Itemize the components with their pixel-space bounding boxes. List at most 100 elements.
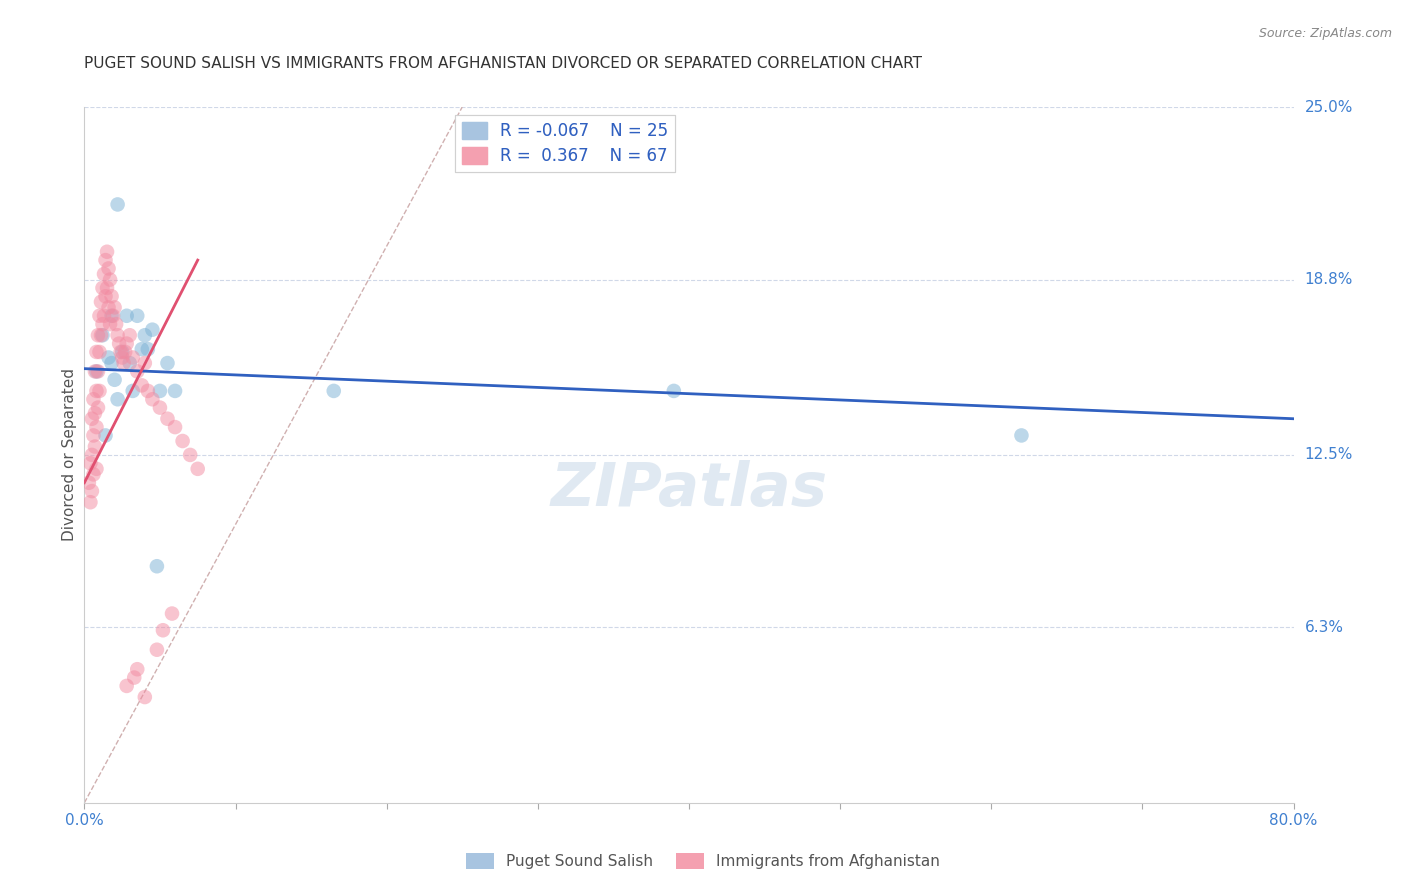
Point: [93, 309, 115, 323]
Point: [136, 342, 159, 356]
Point: [115, 309, 138, 323]
Point: [146, 559, 169, 574]
Point: [111, 351, 134, 365]
Point: [118, 356, 141, 370]
Point: [86, 462, 108, 476]
Point: [94, 253, 117, 268]
Y-axis label: Divorced or Separated: Divorced or Separated: [62, 368, 77, 541]
Point: [111, 345, 134, 359]
Point: [141, 392, 163, 407]
Point: [115, 336, 138, 351]
Point: [127, 309, 149, 323]
Point: [104, 301, 127, 315]
Point: [98, 272, 121, 286]
Point: [163, 420, 186, 434]
Point: [80, 411, 103, 425]
Point: [322, 384, 344, 398]
Point: [80, 448, 103, 462]
Point: [91, 281, 114, 295]
Point: [101, 309, 124, 323]
Point: [86, 364, 108, 378]
Point: [97, 351, 120, 365]
Point: [93, 267, 115, 281]
Point: [89, 345, 111, 359]
Legend: Puget Sound Salish, Immigrants from Afghanistan: Puget Sound Salish, Immigrants from Afgh…: [460, 847, 946, 875]
Point: [107, 197, 129, 211]
Point: [87, 364, 110, 378]
Text: PUGET SOUND SALISH VS IMMIGRANTS FROM AFGHANISTAN DIVORCED OR SEPARATED CORRELAT: PUGET SOUND SALISH VS IMMIGRANTS FROM AF…: [84, 56, 922, 71]
Text: 18.8%: 18.8%: [1305, 272, 1353, 287]
Point: [104, 373, 127, 387]
Point: [122, 671, 145, 685]
Point: [156, 356, 179, 370]
Point: [100, 289, 122, 303]
Point: [89, 384, 111, 398]
Point: [160, 607, 183, 621]
Point: [149, 401, 172, 415]
Point: [131, 378, 153, 392]
Point: [146, 642, 169, 657]
Point: [156, 411, 179, 425]
Point: [80, 484, 103, 499]
Point: [100, 356, 122, 370]
Point: [149, 384, 172, 398]
Point: [127, 662, 149, 676]
Point: [108, 336, 131, 351]
Point: [86, 345, 108, 359]
Point: [86, 420, 108, 434]
Point: [662, 384, 685, 398]
Text: Source: ZipAtlas.com: Source: ZipAtlas.com: [1258, 27, 1392, 40]
Text: 12.5%: 12.5%: [1305, 448, 1353, 462]
Point: [163, 384, 186, 398]
Point: [121, 384, 143, 398]
Point: [84, 364, 107, 378]
Point: [134, 356, 156, 370]
Point: [112, 356, 135, 370]
Point: [134, 690, 156, 704]
Text: 25.0%: 25.0%: [1305, 100, 1353, 114]
Point: [87, 328, 110, 343]
Point: [96, 281, 118, 295]
Point: [87, 401, 110, 415]
Point: [98, 317, 121, 331]
Legend: R = -0.067    N = 25, R =  0.367    N = 67: R = -0.067 N = 25, R = 0.367 N = 67: [456, 115, 675, 171]
Point: [96, 244, 118, 259]
Point: [91, 317, 114, 331]
Text: 6.3%: 6.3%: [1305, 620, 1344, 635]
Point: [179, 448, 201, 462]
Point: [77, 475, 100, 490]
Point: [131, 342, 153, 356]
Point: [82, 392, 104, 407]
Point: [79, 495, 101, 509]
Point: [86, 384, 108, 398]
Point: [79, 456, 101, 470]
Point: [172, 434, 194, 448]
Point: [121, 351, 143, 365]
Point: [114, 345, 136, 359]
Point: [110, 345, 132, 359]
Point: [187, 462, 209, 476]
Point: [115, 679, 138, 693]
Point: [84, 440, 107, 454]
Point: [89, 309, 111, 323]
Point: [84, 406, 107, 420]
Point: [82, 428, 104, 442]
Point: [152, 624, 174, 638]
Point: [127, 364, 149, 378]
Point: [1010, 428, 1032, 442]
Point: [100, 309, 122, 323]
Point: [94, 289, 117, 303]
Text: ZIPatlas: ZIPatlas: [550, 460, 828, 519]
Point: [90, 328, 112, 343]
Point: [82, 467, 104, 482]
Point: [141, 323, 163, 337]
Point: [118, 328, 141, 343]
Point: [105, 317, 128, 331]
Point: [134, 328, 156, 343]
Point: [97, 301, 120, 315]
Point: [136, 384, 159, 398]
Point: [90, 294, 112, 309]
Point: [107, 328, 129, 343]
Point: [97, 261, 120, 276]
Point: [91, 328, 114, 343]
